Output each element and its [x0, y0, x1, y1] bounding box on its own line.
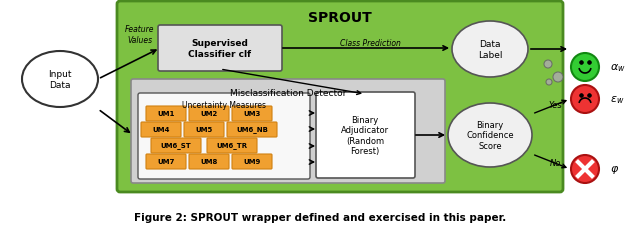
Text: Uncertainty Measures: Uncertainty Measures [182, 101, 266, 110]
FancyBboxPatch shape [189, 154, 229, 169]
Ellipse shape [22, 52, 98, 108]
FancyBboxPatch shape [207, 138, 257, 153]
Text: Input
Data: Input Data [48, 70, 72, 89]
FancyBboxPatch shape [227, 123, 277, 137]
FancyBboxPatch shape [151, 138, 201, 153]
Text: UM2: UM2 [200, 111, 218, 117]
FancyBboxPatch shape [232, 106, 272, 121]
Circle shape [546, 80, 552, 86]
Text: UM7: UM7 [157, 158, 175, 164]
Text: UM8: UM8 [200, 158, 218, 164]
FancyBboxPatch shape [189, 106, 229, 121]
FancyBboxPatch shape [158, 26, 282, 72]
FancyBboxPatch shape [316, 93, 415, 178]
FancyBboxPatch shape [146, 154, 186, 169]
Text: No: No [549, 158, 561, 167]
Ellipse shape [452, 22, 528, 78]
Text: Binary
Adjudicator
(Random
Forest): Binary Adjudicator (Random Forest) [341, 115, 389, 155]
Text: Supervised
Classifier clf: Supervised Classifier clf [188, 39, 252, 58]
Text: SPROUT: SPROUT [308, 11, 372, 25]
Text: UM6_ST: UM6_ST [161, 142, 191, 149]
FancyBboxPatch shape [184, 123, 224, 137]
FancyBboxPatch shape [146, 106, 186, 121]
Text: UM9: UM9 [243, 158, 260, 164]
Text: Data
Label: Data Label [477, 40, 502, 60]
Text: UM6_NB: UM6_NB [236, 126, 268, 133]
Text: Feature
Values: Feature Values [125, 25, 155, 44]
Circle shape [571, 86, 599, 114]
Circle shape [571, 54, 599, 82]
Text: UM6_TR: UM6_TR [216, 142, 248, 149]
Text: UM3: UM3 [243, 111, 260, 117]
FancyBboxPatch shape [117, 2, 563, 192]
FancyBboxPatch shape [131, 80, 445, 183]
FancyBboxPatch shape [141, 123, 181, 137]
Text: $\varepsilon_w$: $\varepsilon_w$ [610, 94, 625, 105]
Circle shape [544, 61, 552, 69]
Text: UM4: UM4 [152, 126, 170, 132]
Text: $\varphi$: $\varphi$ [610, 163, 620, 175]
FancyBboxPatch shape [232, 154, 272, 169]
Text: UM1: UM1 [157, 111, 175, 117]
Ellipse shape [448, 104, 532, 167]
Text: $\alpha_w$: $\alpha_w$ [610, 62, 626, 74]
FancyBboxPatch shape [138, 94, 310, 179]
Text: Yes: Yes [548, 100, 562, 109]
Text: UM5: UM5 [195, 126, 212, 132]
Text: Misclassification Detector: Misclassification Detector [230, 89, 346, 98]
Text: Class Prediction: Class Prediction [340, 38, 401, 47]
Text: Binary
Confidence
Score: Binary Confidence Score [466, 121, 514, 150]
Circle shape [571, 155, 599, 183]
Circle shape [553, 73, 563, 83]
Text: Figure 2: SPROUT wrapper defined and exercised in this paper.: Figure 2: SPROUT wrapper defined and exe… [134, 212, 506, 222]
